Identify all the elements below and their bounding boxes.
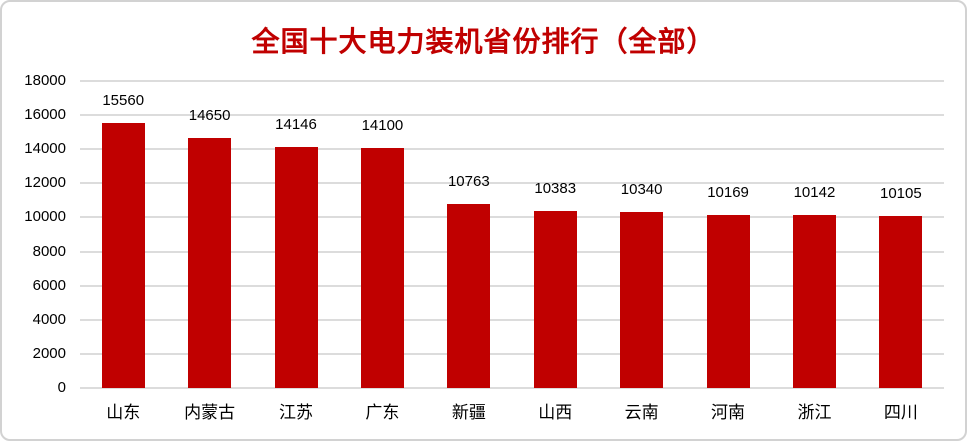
y-tick-label: 4000 [32, 310, 66, 328]
y-tick-label: 8000 [32, 242, 66, 260]
y-tick-label: 10000 [24, 208, 66, 226]
bar-columns: 15560 14650 14146 14100 10763 10383 10340 10169… [80, 81, 944, 388]
y-tick-label: 14000 [24, 140, 66, 158]
x-tick-label: 山西 [538, 403, 573, 422]
bar-column: 14100 [339, 81, 425, 388]
bar-column: 14650 [166, 81, 252, 388]
y-tick-label: 12000 [24, 174, 66, 192]
y-tick-label: 6000 [32, 276, 66, 294]
gridline [80, 182, 944, 185]
bar-value-label: 10105 [880, 184, 922, 202]
plot-area: 15560 14650 14146 14100 10763 10383 10340 10169… [80, 80, 944, 389]
x-tick-label: 浙江 [797, 403, 832, 422]
gridline [80, 80, 944, 82]
y-tick-label: 18000 [24, 72, 66, 89]
bar-column: 10383 [512, 81, 598, 388]
y-tick-label: 2000 [32, 344, 66, 362]
x-tick-label: 内蒙古 [184, 403, 236, 422]
bar [706, 214, 750, 388]
bar [879, 215, 923, 388]
bar-column: 15560 [80, 81, 166, 388]
bar-column: 10169 [685, 81, 771, 388]
chart-title: 全国十大电力装机省份排行（全部） [251, 26, 716, 57]
bar-column: 14146 [253, 81, 339, 388]
x-tick-label: 广东 [365, 403, 400, 422]
gridline [80, 250, 944, 253]
x-tick-label: 山东 [106, 403, 141, 422]
bar [274, 146, 318, 388]
gridline [80, 114, 944, 117]
bar-value-label: 10763 [447, 173, 490, 191]
x-tick-label: 新疆 [451, 403, 486, 422]
gridline [80, 352, 944, 355]
x-axis: 山东 内蒙古 江苏 广东 新疆 山西 云南 河南 浙江 四川 [80, 398, 944, 423]
bar-value-label: 14650 [188, 107, 231, 125]
gridline [80, 148, 944, 151]
bar-value-label: 14100 [361, 116, 404, 134]
bar-value-label: 10383 [534, 179, 577, 197]
bar-value-label: 10340 [620, 180, 663, 198]
bar [620, 211, 664, 388]
bar-column: 10340 [598, 81, 684, 388]
bar [447, 204, 491, 388]
x-tick-label: 河南 [711, 403, 746, 422]
bar [188, 138, 232, 388]
y-axis: 0 2000 4000 6000 8000 10000 12000 14000 16000 180… [2, 72, 66, 396]
gridline [80, 387, 944, 389]
gridline [80, 318, 944, 321]
bar [360, 147, 404, 388]
bar-value-label: 10142 [793, 184, 836, 201]
x-tick-label: 江苏 [279, 403, 314, 422]
y-tick-label: 16000 [24, 106, 66, 124]
bar [101, 122, 145, 388]
bar [792, 215, 836, 388]
y-tick-label: 0 [57, 379, 66, 396]
bar-value-label: 15560 [102, 91, 145, 109]
x-tick-label: 云南 [624, 403, 659, 422]
gridline [80, 284, 944, 287]
bar-value-label: 10169 [707, 183, 749, 201]
bar-value-label: 14146 [275, 115, 317, 133]
gridline [80, 216, 944, 219]
bar [533, 210, 577, 388]
x-tick-label: 四川 [883, 403, 918, 422]
bar-column: 10763 [426, 81, 512, 388]
bar-column: 10142 [771, 81, 857, 388]
bar-column: 10105 [858, 81, 944, 388]
